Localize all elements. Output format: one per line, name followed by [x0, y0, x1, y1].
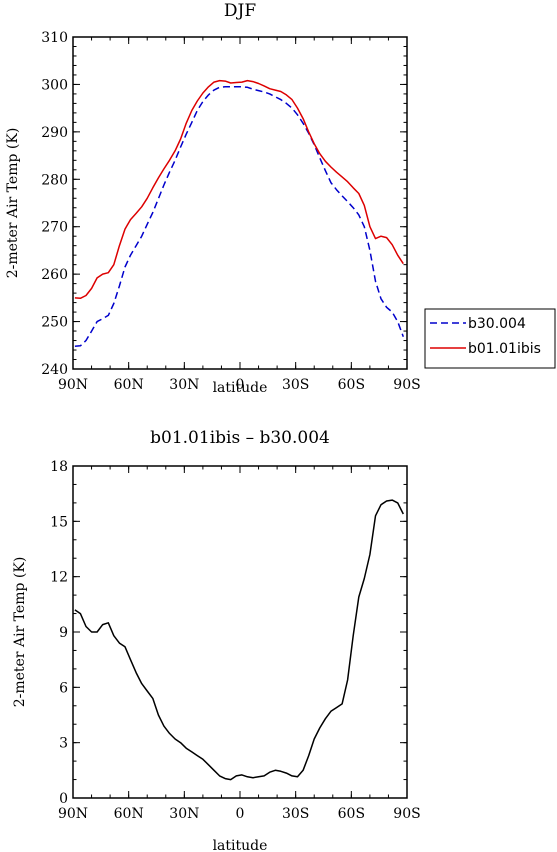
y-tick-label: 18: [50, 459, 68, 475]
x-tick-label: 30N: [169, 377, 199, 393]
x-tick-label: 90S: [393, 806, 420, 822]
y-ticks: 240 250 260 270 280 290 300 310: [41, 30, 407, 378]
legend-entry-b30-004: b30.004: [468, 316, 526, 332]
x-axis-label: latitude: [213, 838, 268, 852]
x-tick-label: 0: [236, 806, 245, 822]
y-tick-label: 12: [50, 570, 68, 586]
legend: b30.004 b01.01ibis: [424, 308, 556, 369]
x-tick-label: 30N: [169, 806, 199, 822]
series-line-b01-01ibis: [74, 79, 404, 300]
plot-frame: [72, 465, 408, 799]
y-tick-label: 270: [41, 220, 68, 236]
y-axis-label: 2-meter Air Temp (K): [5, 128, 21, 279]
x-axis-label: latitude: [213, 380, 268, 396]
y-tick-label: 3: [59, 736, 68, 752]
y-tick-label: 6: [59, 680, 68, 696]
y-tick-label: 250: [41, 315, 68, 331]
x-tick-label: 90N: [58, 806, 88, 822]
bottom-panel: b01.01ibis – b30.004 0 3 6 9 12 15 18 90N 60N 30…: [12, 428, 421, 852]
chart-title: DJF: [224, 1, 256, 21]
series-group: [74, 79, 405, 347]
y-tick-label: 15: [50, 514, 68, 530]
chart-title: b01.01ibis – b30.004: [150, 428, 330, 448]
x-ticks: 90N 60N 30N 0 30S 60S 90S: [58, 37, 421, 393]
y-tick-label: 240: [41, 362, 68, 378]
series-line-difference: [74, 499, 404, 781]
x-tick-label: 60S: [338, 377, 365, 393]
legend-entry-b01-01ibis: b01.01ibis: [468, 341, 541, 357]
y-tick-label: 310: [41, 30, 68, 46]
x-ticks: 90N 60N 30N 0 30S 60S 90S: [58, 466, 421, 822]
y-tick-label: 260: [41, 267, 68, 283]
x-tick-label: 60S: [338, 806, 365, 822]
y-tick-label: 300: [41, 77, 68, 93]
y-tick-label: 290: [41, 125, 68, 141]
y-tick-label: 280: [41, 172, 68, 188]
series-line-b30-004: [74, 86, 405, 347]
top-panel: DJF 240 250 260 270 280 290 300 310 90N 60N 30N 0 3…: [5, 1, 421, 396]
x-tick-label: 30S: [282, 806, 309, 822]
legend-box: [424, 308, 556, 369]
x-tick-label: 60N: [114, 377, 144, 393]
y-tick-label: 9: [59, 625, 68, 641]
x-tick-label: 90N: [58, 377, 88, 393]
y-axis-label: 2-meter Air Temp (K): [12, 557, 28, 708]
x-tick-label: 0: [236, 377, 245, 393]
y-tick-label: 0: [59, 791, 68, 807]
x-tick-label: 90S: [393, 377, 420, 393]
y-ticks: 0 3 6 9 12 15 18: [50, 459, 407, 807]
x-tick-label: 30S: [282, 377, 309, 393]
series-group: [74, 499, 404, 781]
x-tick-label: 60N: [114, 806, 144, 822]
